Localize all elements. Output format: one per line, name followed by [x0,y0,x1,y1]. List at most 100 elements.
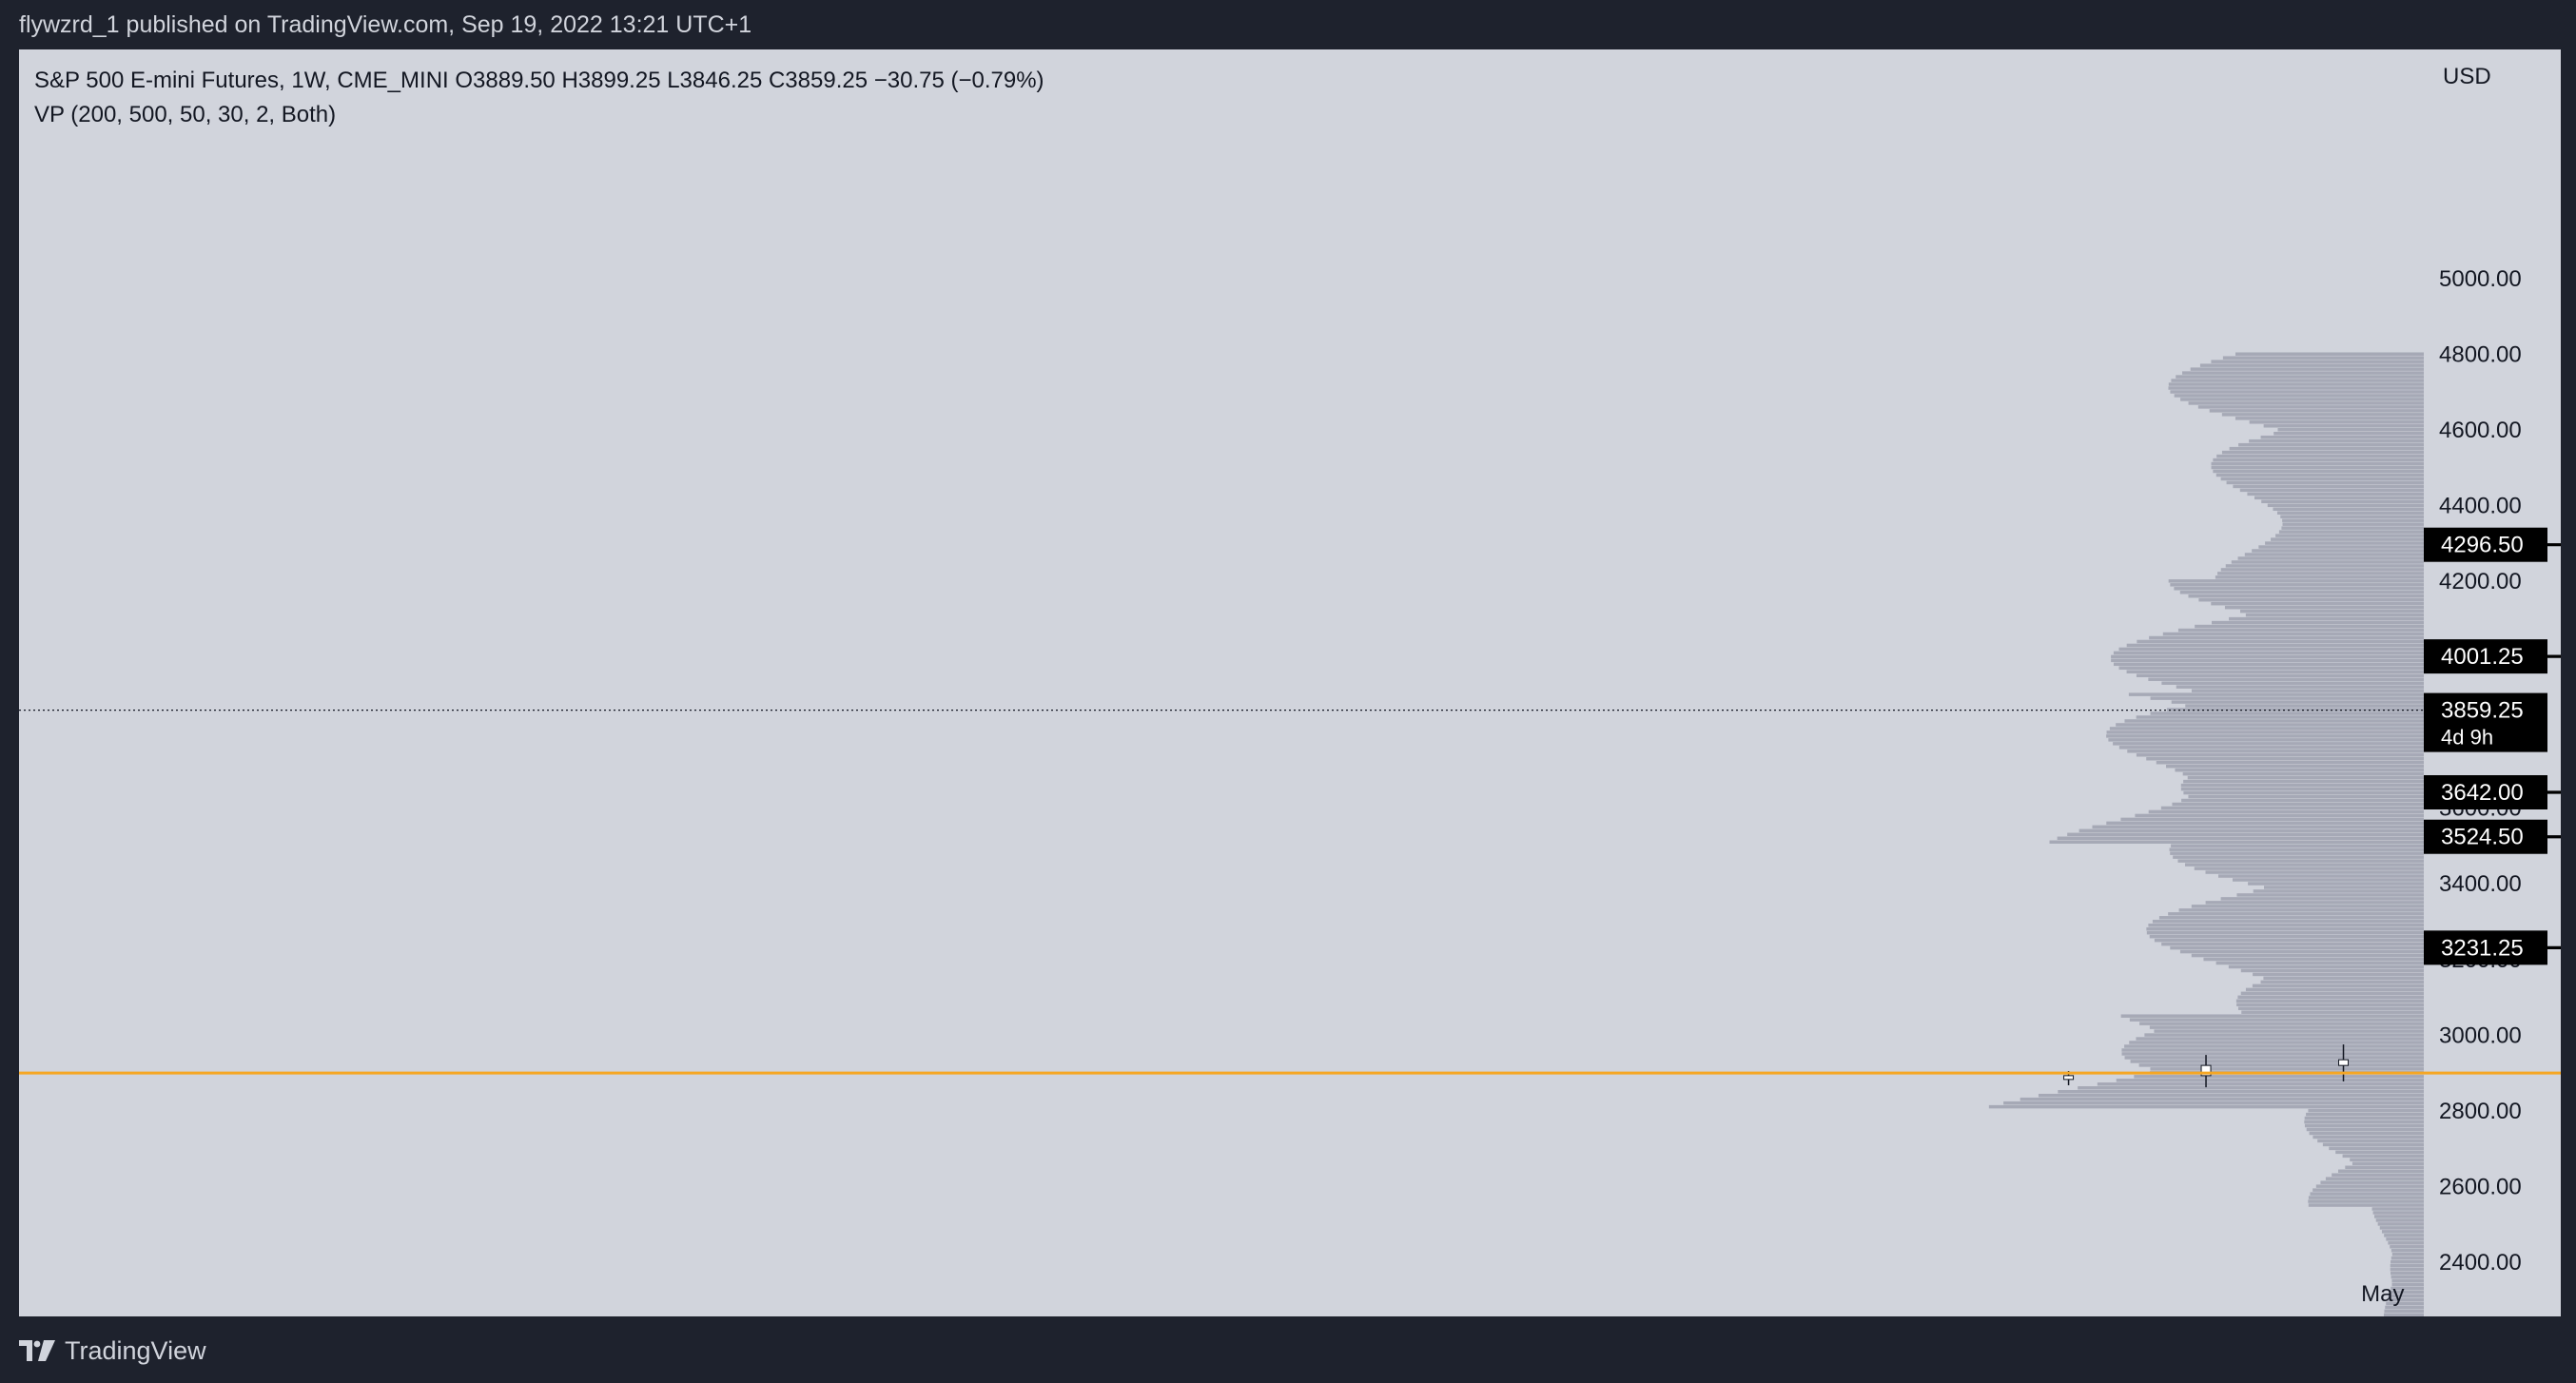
volume-bar [2241,1010,2424,1014]
volume-bar [2245,613,2424,617]
volume-bar [2228,964,2424,969]
volume-bar [2149,1025,2424,1029]
volume-bar [2229,446,2424,451]
volume-bar [2121,1052,2424,1056]
volume-bar [2003,1101,2424,1105]
volume-bar [2150,711,2424,715]
volume-bar [2335,1150,2424,1155]
volume-bar [2249,438,2424,443]
volume-bar [2239,488,2424,493]
volume-bar [2185,863,2424,867]
volume-bar [2390,1245,2424,1249]
volume-bar [2215,575,2424,579]
volume-bar [2173,855,2424,859]
price-label: 3859.25 [2441,698,2524,724]
volume-bar [2181,798,2424,803]
volume-bar [2281,526,2424,530]
volume-bar [2379,1226,2424,1230]
volume-bar [2168,579,2424,583]
volume-bar [2320,1180,2424,1184]
volume-bar [2020,1097,2424,1101]
volume-bar [2304,1116,2424,1120]
volume-bar [2205,901,2424,905]
volume-bar [2211,461,2424,466]
volume-bar [2182,371,2424,375]
volume-bar [2236,893,2424,897]
volume-bar [2113,651,2424,655]
volume-bar [2161,681,2424,685]
volume-bar [2390,1263,2424,1268]
volume-bar [2213,469,2424,474]
volume-bar [2325,1177,2424,1180]
price-chart[interactable]: 2000.002200.002400.002600.002800.003000.… [19,49,2576,1365]
publish-header: flywzrd_1 published on TradingView.com, … [0,0,2576,49]
volume-bar [2225,564,2424,568]
volume-bar [2313,1135,2424,1140]
volume-bar [2148,924,2424,927]
volume-bar [2127,750,2424,753]
volume-bar [2263,886,2424,889]
volume-bar [2149,635,2424,640]
volume-bar [2216,454,2424,458]
volume-bar [2118,746,2424,750]
volume-bar [2118,647,2424,652]
publisher-text: flywzrd_1 published on TradingView.com, … [19,11,752,38]
volume-bar [2136,673,2424,677]
price-label: 4296.50 [2441,533,2524,558]
volume-bar [2235,999,2424,1003]
volume-bar [2146,757,2424,761]
chart-panel[interactable]: 2000.002200.002400.002600.002800.003000.… [19,49,2576,1365]
volume-bar [2275,534,2424,537]
volume-bar [2374,1215,2424,1218]
volume-bar [2198,597,2424,602]
volume-bar [2220,897,2424,901]
volume-bar [2222,356,2424,360]
volume-bar [2238,442,2424,447]
volume-bar [2144,1033,2424,1037]
tradingview-brand: TradingView [65,1335,206,1365]
price-label-box [2424,775,2547,810]
volume-bar [2375,1218,2424,1222]
volume-bar [2254,496,2424,500]
volume-bar [2126,643,2424,648]
volume-bar [2174,394,2424,398]
volume-bar [2261,499,2424,504]
volume-bar [2211,620,2424,625]
volume-bar [2199,363,2424,367]
price-label: 3231.25 [2441,935,2524,961]
volume-bar [2215,473,2424,477]
volume-bar [2166,764,2424,769]
volume-bar [2135,813,2424,818]
price-label-box [2424,930,2547,965]
volume-bar [2388,1294,2424,1298]
volume-bar [2371,1207,2424,1211]
volume-bar [2120,1014,2424,1018]
volume-bar [2384,1309,2424,1314]
volume-bar [2345,1165,2424,1170]
tradingview-logo[interactable]: TradingView [19,1335,206,1366]
volume-bar [2067,832,2424,837]
volume-bar [2150,696,2424,700]
y-tick-label: 3400.00 [2439,871,2522,897]
volume-bar [2387,1297,2424,1302]
volume-bar [2240,991,2424,996]
y-tick-label: 4800.00 [2439,341,2522,367]
volume-bar [2213,458,2424,462]
volume-bar [2177,859,2424,863]
volume-bar [2126,670,2424,674]
volume-bar [2391,1259,2424,1264]
y-tick-label: 2600.00 [2439,1174,2522,1199]
candlesticks [2063,1044,2350,1088]
volume-bar [2237,556,2424,560]
volume-bar [2116,723,2424,727]
volume-bar [2162,632,2424,636]
volume-bar [2106,821,2424,826]
volume-bar [2263,976,2424,981]
volume-bar [2390,1267,2424,1272]
volume-bar [2278,530,2424,534]
volume-bar [2253,972,2424,977]
legend-symbol-line: S&P 500 E-mini Futures, 1W, CME_MINI O38… [34,68,1044,93]
volume-bar [2205,870,2424,874]
volume-bar [2282,518,2424,522]
volume-bar [2197,405,2424,409]
